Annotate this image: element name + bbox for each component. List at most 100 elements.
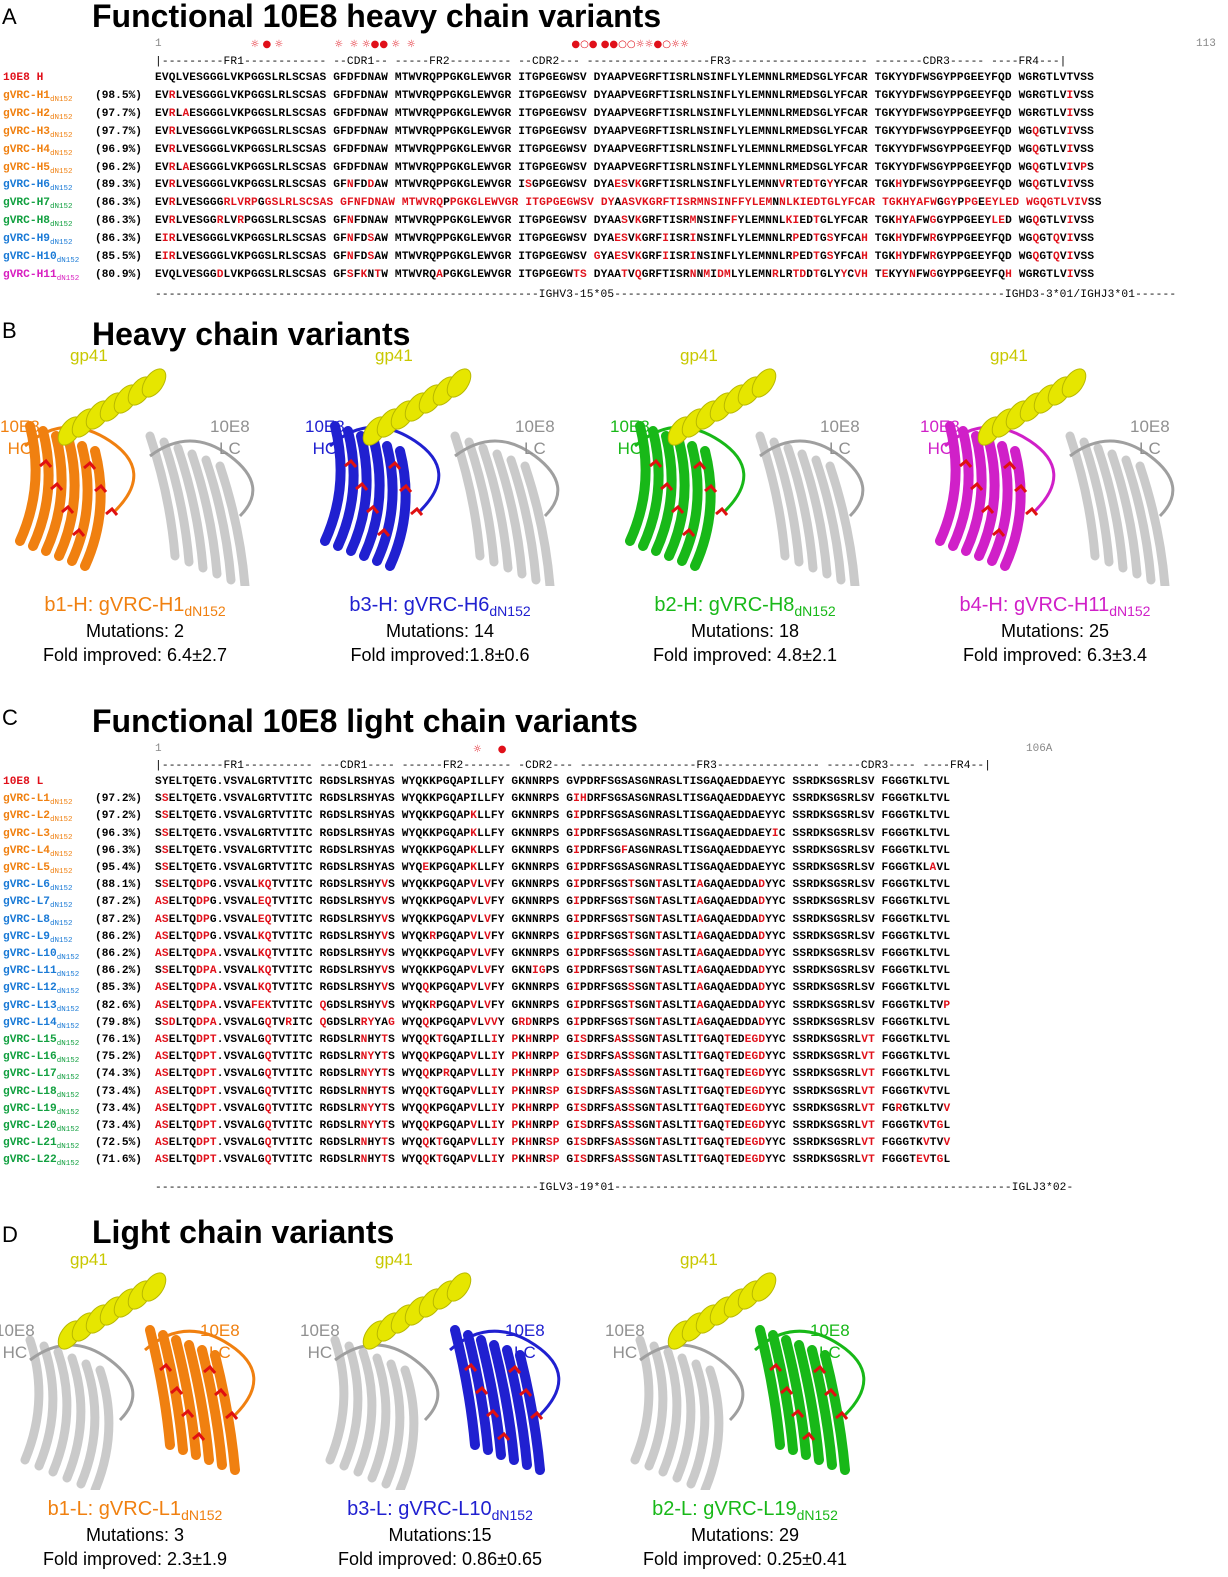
heavy-contact-marks: ☼ ● ☼ ☼ ☼ ☼●● ☼ ☼ ●○● ●●○○☼☼●○☼☼ xyxy=(155,39,689,50)
heavy-partner-chain-label: 10E8 LC xyxy=(820,417,860,458)
light-row-subscript: dN152 xyxy=(56,1057,80,1066)
light-row-name: gVRC-L13dN152 xyxy=(3,1000,79,1014)
light-row-sequence: SSELTQETG.VSVALGRTVTITC RGDSLRSHYAS WYQK… xyxy=(155,793,951,806)
light-row-subscript: dN152 xyxy=(56,1005,80,1014)
light-row-name: gVRC-L8dN152 xyxy=(3,914,73,928)
light-region-header: |---------FR1---------- ---CDR1---- ----… xyxy=(155,760,992,772)
light-variant-title: b1-L: gVRC-L1 xyxy=(47,1498,182,1520)
heavy-gp41-label: gp41 xyxy=(680,346,718,365)
light-structure-caption: b1-L: gVRC-L1dN152 Mutations: 3 Fold impro… xyxy=(10,1498,260,1571)
heavy-region-header: |---------FR1------------ --CDR1-- -----… xyxy=(155,56,1067,68)
light-mutation-count: Mutations:15 xyxy=(388,1525,492,1545)
heavy-mutation-count: Mutations: 2 xyxy=(85,621,185,641)
light-end-number: 106A xyxy=(1026,743,1053,755)
light-row-identity: (76.1%) xyxy=(95,1034,142,1046)
heavy-row-label: gVRC-H8 xyxy=(3,215,50,228)
heavy-variant-subscript: dN152 xyxy=(489,603,531,619)
heavy-row-name: gVRC-H5dN152 xyxy=(3,162,73,176)
light-row-label: gVRC-L18 xyxy=(3,1085,57,1098)
light-chain-label: 10E8 LC xyxy=(505,1321,545,1362)
light-row-label: gVRC-L5 xyxy=(3,862,50,874)
light-row-name: 10E8 L xyxy=(3,776,43,788)
light-row-sequence: SYELTQETG.VSVALGRTVTITC RGDSLRSHYAS WYQK… xyxy=(155,776,951,788)
light-row-subscript: dN152 xyxy=(56,954,80,962)
heavy-row-name: gVRC-H6dN152 xyxy=(3,179,73,193)
panel-title-c: Functional 10E8 light chain variants xyxy=(92,703,638,739)
heavy-row-name: gVRC-H9dN152 xyxy=(3,233,73,247)
light-row-name: gVRC-L22dN152 xyxy=(3,1154,79,1168)
heavy-row-sequence: EVRLAESGGGLVKPGGSLRLSCSAS GFDFDNAW MTWVR… xyxy=(155,161,1095,174)
light-gp41-label: gp41 xyxy=(680,1250,718,1269)
heavy-row-subscript: dN152 xyxy=(50,239,73,248)
light-row-sequence: SSELTQDPG.VSVALKQTVTITC RGDSLRSHYVS WYQK… xyxy=(155,879,951,892)
light-variant-subscript: dN152 xyxy=(491,1507,533,1523)
light-row-name: gVRC-L3dN152 xyxy=(3,828,73,842)
light-row-sequence: ASELTQDPG.VSVALEQTVTITC RGDSLRSHYVS WYQK… xyxy=(155,896,951,909)
light-row-label: gVRC-L10 xyxy=(3,948,57,960)
light-variant-subscript: dN152 xyxy=(796,1507,838,1523)
light-row-subscript: dN152 xyxy=(56,988,80,997)
light-row-identity: (82.6%) xyxy=(95,999,142,1012)
light-row-label: gVRC-L17 xyxy=(3,1068,57,1081)
light-row-label: gVRC-L13 xyxy=(3,999,57,1012)
light-row-name: gVRC-L16dN152 xyxy=(3,1051,79,1065)
heavy-partner-chain-label: 10E8 LC xyxy=(210,417,250,458)
light-row-name: gVRC-L10dN152 xyxy=(3,948,79,962)
light-row-subscript: dN152 xyxy=(56,1074,80,1083)
light-chain-label: 10E8 LC xyxy=(200,1321,240,1362)
heavy-variant-subscript: dN152 xyxy=(184,603,226,619)
light-row-subscript: dN152 xyxy=(50,833,73,842)
light-row-name: gVRC-L11dN152 xyxy=(3,965,79,979)
heavy-row-name: gVRC-H1dN152 xyxy=(3,90,73,104)
light-row-sequence: ASELTQDPG.VSVALEQTVTITC RGDSLRSHYVS WYQK… xyxy=(155,913,951,926)
heavy-structure-caption: b4-H: gVRC-H11dN152 Mutations: 25 Fold imp… xyxy=(930,594,1180,667)
light-row-sequence: ASELTQDPT.VSVALGQTVTITC RGDSLRNYYTS WYQQ… xyxy=(155,1051,951,1064)
light-row-subscript: dN152 xyxy=(50,816,73,825)
heavy-row-sequence: EVRLVESGGGRLVRPGGSLRLSCSAS GFNFDNAW MTWV… xyxy=(155,197,1102,210)
light-row-name: gVRC-L6dN152 xyxy=(3,879,73,893)
heavy-row-identity: (86.3%) xyxy=(95,197,142,210)
heavy-row-name: 10E8 H xyxy=(3,72,43,84)
light-row-identity: (87.2%) xyxy=(95,896,142,909)
light-variant-title: b3-L: gVRC-L10 xyxy=(347,1498,492,1520)
heavy-row-identity: (86.3%) xyxy=(95,215,142,228)
heavy-structure-cartoon xyxy=(0,356,260,591)
light-row-identity: (86.2%) xyxy=(95,965,142,978)
heavy-row-subscript: dN152 xyxy=(50,131,73,140)
heavy-partner-chain-label: 10E8 LC xyxy=(515,417,555,458)
light-row-name: gVRC-L21dN152 xyxy=(3,1137,79,1151)
heavy-chain-label: 10E8 HC xyxy=(610,417,650,458)
panel-title-b: Heavy chain variants xyxy=(92,316,411,352)
heavy-fold-improved: Fold improved: 6.4±2.7 xyxy=(43,645,227,665)
heavy-row-subscript: dN152 xyxy=(50,167,73,176)
heavy-row-name: gVRC-H2dN152 xyxy=(3,108,73,122)
light-row-identity: (75.2%) xyxy=(95,1051,142,1064)
light-row-identity: (96.3%) xyxy=(95,844,142,857)
light-row-sequence: ASELTQDPT.VSVALGQTVTITC RGDSLRNHYTS WYQQ… xyxy=(155,1034,951,1046)
light-row-identity: (87.2%) xyxy=(95,913,142,926)
light-row-label: gVRC-L4 xyxy=(3,844,50,857)
heavy-row-label: gVRC-H7 xyxy=(3,197,50,210)
light-structure-caption: b3-L: gVRC-L10dN152 Mutations:15 Fold impr… xyxy=(315,1498,565,1571)
heavy-row-label: gVRC-H9 xyxy=(3,233,50,246)
light-fold-improved: Fold improved: 0.86±0.65 xyxy=(338,1549,542,1569)
light-row-subscript: dN152 xyxy=(56,971,80,980)
light-variant-title: b2-L: gVRC-L19 xyxy=(652,1498,797,1520)
light-row-identity: (85.3%) xyxy=(95,982,142,995)
heavy-chain-label: 10E8 HC xyxy=(0,417,40,458)
heavy-row-label: gVRC-H5 xyxy=(3,161,50,174)
heavy-variant-title: b4-H: gVRC-H11 xyxy=(959,594,1110,616)
heavy-gp41-label: gp41 xyxy=(70,346,108,365)
light-row-sequence: ASELTQDPT.VSVALGQTVTITC RGDSLRNYYTS WYQQ… xyxy=(155,1120,951,1132)
light-row-subscript: dN152 xyxy=(56,1160,80,1169)
light-row-label: gVRC-L9 xyxy=(3,930,50,943)
light-row-sequence: SSELTQETG.VSVALGRTVTITC RGDSLRSHYAS WYQK… xyxy=(155,810,951,823)
heavy-variant-title: b2-H: gVRC-H8 xyxy=(654,594,795,616)
heavy-row-name: gVRC-H4dN152 xyxy=(3,144,73,158)
heavy-row-subscript: dN152 xyxy=(56,274,80,283)
heavy-fold-improved: Fold improved: 6.3±3.4 xyxy=(963,645,1147,665)
light-row-subscript: dN152 xyxy=(50,799,73,808)
light-row-name: gVRC-L15dN152 xyxy=(3,1034,79,1048)
heavy-row-name: gVRC-H11dN152 xyxy=(3,269,79,283)
light-fold-improved: Fold improved: 2.3±1.9 xyxy=(43,1549,227,1569)
